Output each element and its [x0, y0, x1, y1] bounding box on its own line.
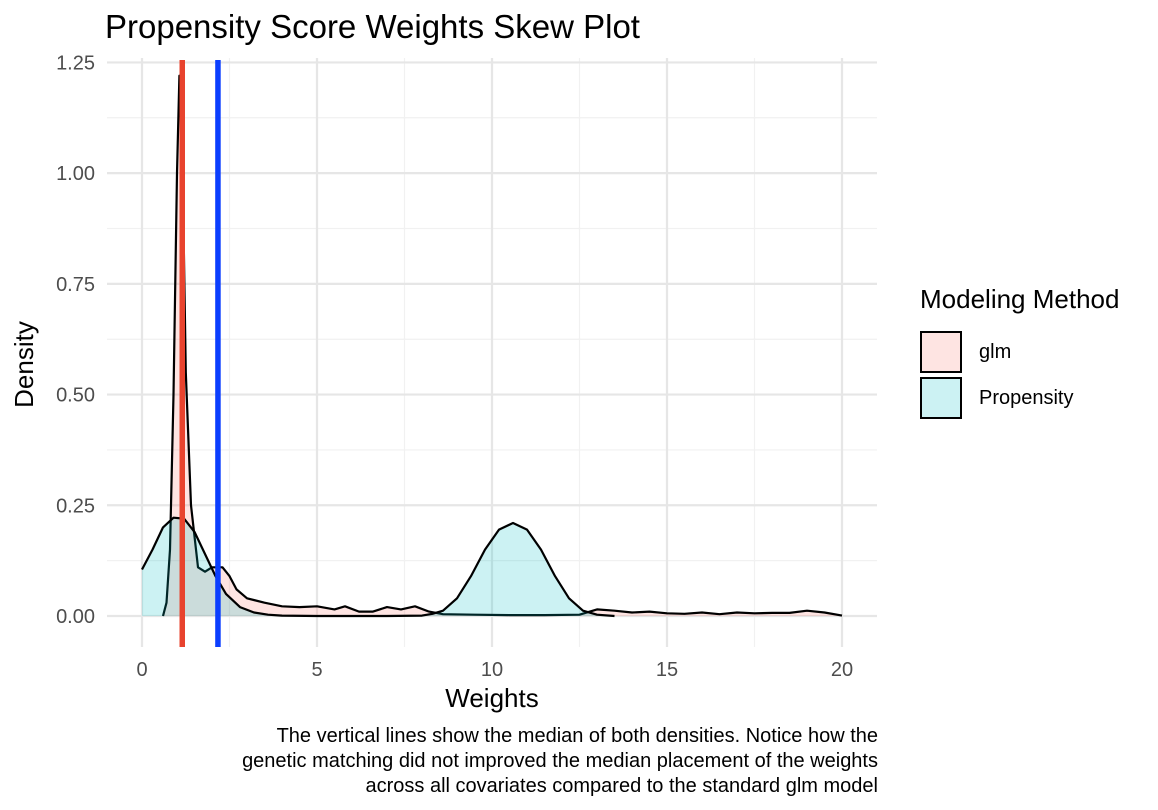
y-tick-label: 0.00: [56, 606, 95, 628]
legend-swatch-propensity: [920, 377, 962, 419]
x-tick-label: 20: [831, 659, 853, 681]
y-tick-label: 0.50: [56, 385, 95, 407]
legend-title: Modeling Method: [920, 284, 1120, 314]
x-tick-label: 5: [311, 659, 322, 681]
density-curve-glm: [161, 74, 843, 617]
caption-line: across all covariates compared to the st…: [365, 775, 878, 797]
legend-item-glm: glm: [920, 329, 1119, 375]
legend-label-propensity: Propensity: [979, 386, 1074, 409]
median-lines: [179, 60, 221, 647]
legend-item-propensity: Propensity: [920, 375, 1119, 421]
legend-label-glm: glm: [979, 340, 1012, 363]
y-axis-title: Density: [9, 321, 39, 408]
y-tick-label: 0.75: [56, 274, 95, 296]
density-curve-propensity: [141, 516, 615, 618]
chart-title: Propensity Score Weights Skew Plot: [105, 8, 640, 45]
x-tick-label: 0: [136, 659, 147, 681]
y-tick-label: 0.25: [56, 495, 95, 517]
y-tick-label: 1.00: [56, 163, 95, 185]
density-area-propensity: [142, 517, 615, 616]
caption-line: The vertical lines show the median of bo…: [276, 725, 878, 747]
axes: 0 5 10 15 20 0.00 0.25 0.50 0.75 1.00 1.25 Weights D…: [9, 52, 853, 713]
x-tick-label: 10: [481, 659, 503, 681]
density-curves: [141, 74, 843, 618]
caption: The vertical lines show the median of bo…: [242, 724, 878, 799]
legend: Modeling Method glm Propensity: [920, 284, 1119, 421]
y-tick-label: 1.25: [56, 52, 95, 74]
x-tick-label: 15: [656, 659, 678, 681]
x-axis-title: Weights: [445, 683, 538, 713]
legend-swatch-glm: [920, 331, 962, 373]
caption-line: genetic matching did not improved the me…: [242, 750, 878, 772]
